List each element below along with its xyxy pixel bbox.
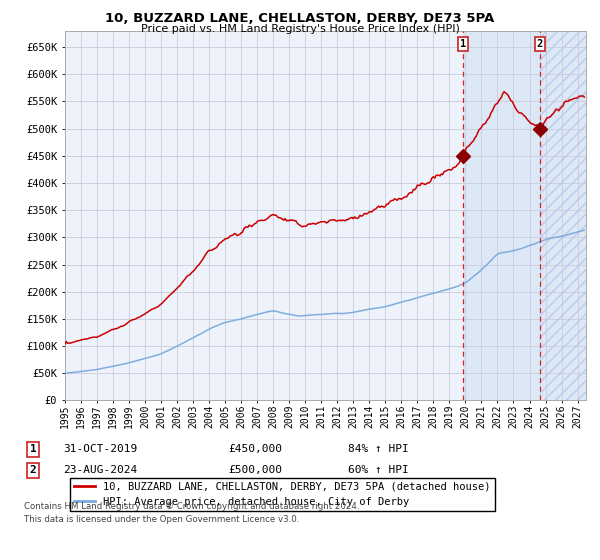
Text: Contains HM Land Registry data © Crown copyright and database right 2024.: Contains HM Land Registry data © Crown c… xyxy=(24,502,359,511)
Text: £450,000: £450,000 xyxy=(228,444,282,454)
Text: £500,000: £500,000 xyxy=(228,465,282,475)
Text: 1: 1 xyxy=(460,39,466,49)
Bar xyxy=(463,31,586,400)
Text: 1: 1 xyxy=(29,444,37,454)
Text: 2: 2 xyxy=(29,465,37,475)
Bar xyxy=(540,31,586,400)
Text: This data is licensed under the Open Government Licence v3.0.: This data is licensed under the Open Gov… xyxy=(24,515,299,524)
Legend: 10, BUZZARD LANE, CHELLASTON, DERBY, DE73 5PA (detached house), HPI: Average pri: 10, BUZZARD LANE, CHELLASTON, DERBY, DE7… xyxy=(70,478,495,511)
Text: 84% ↑ HPI: 84% ↑ HPI xyxy=(348,444,409,454)
Text: Price paid vs. HM Land Registry's House Price Index (HPI): Price paid vs. HM Land Registry's House … xyxy=(140,24,460,34)
Text: 2: 2 xyxy=(536,39,543,49)
Text: 31-OCT-2019: 31-OCT-2019 xyxy=(63,444,137,454)
Text: 23-AUG-2024: 23-AUG-2024 xyxy=(63,465,137,475)
Text: 10, BUZZARD LANE, CHELLASTON, DERBY, DE73 5PA: 10, BUZZARD LANE, CHELLASTON, DERBY, DE7… xyxy=(106,12,494,25)
Text: 60% ↑ HPI: 60% ↑ HPI xyxy=(348,465,409,475)
